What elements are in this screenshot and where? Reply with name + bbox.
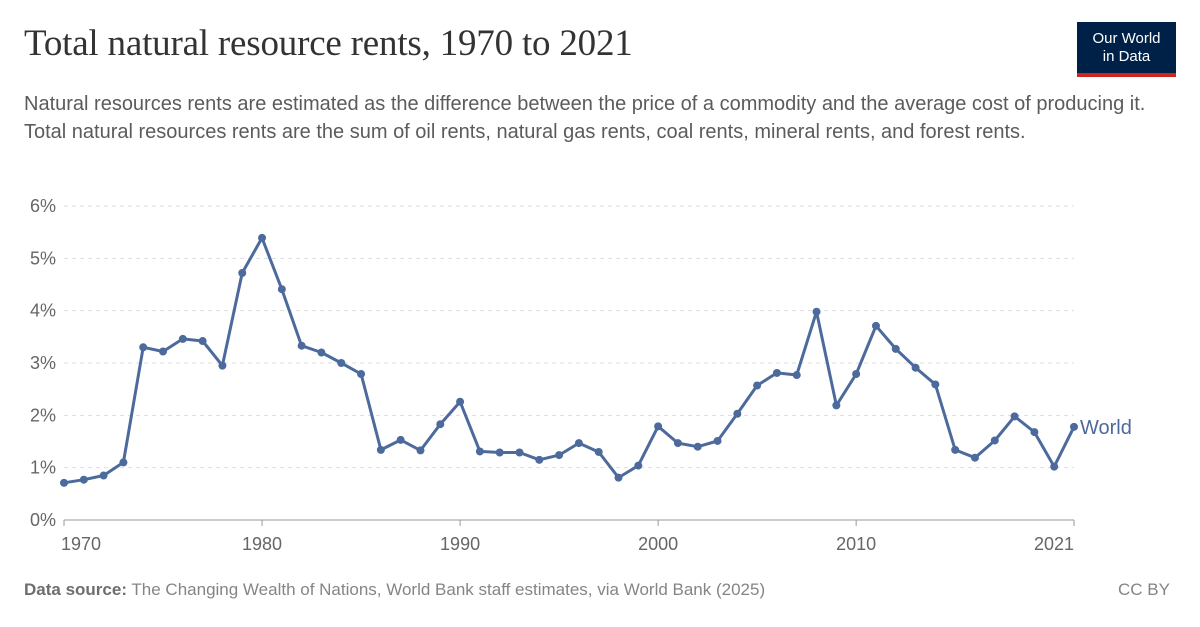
data-point xyxy=(79,475,88,484)
data-point xyxy=(871,321,880,330)
y-tick-label: 3% xyxy=(30,353,56,373)
x-tick-label: 1980 xyxy=(242,534,282,554)
data-point xyxy=(990,436,999,445)
data-point xyxy=(277,285,286,294)
data-point xyxy=(733,409,742,418)
y-tick-label: 4% xyxy=(30,301,56,321)
data-point xyxy=(634,461,643,470)
data-point xyxy=(515,448,524,457)
y-tick-label: 2% xyxy=(30,405,56,425)
data-point xyxy=(1030,428,1039,437)
data-point xyxy=(436,420,445,429)
data-point xyxy=(60,478,68,487)
data-point xyxy=(713,436,722,445)
data-point xyxy=(456,397,465,406)
data-point xyxy=(139,343,148,352)
data-point xyxy=(792,371,801,380)
data-point xyxy=(376,445,385,454)
data-point xyxy=(852,369,861,378)
data-point xyxy=(970,453,979,462)
data-point xyxy=(317,348,326,357)
data-point xyxy=(594,447,603,456)
y-tick-label: 5% xyxy=(30,248,56,268)
chart-subtitle: Natural resources rents are estimated as… xyxy=(24,93,1146,143)
data-source: Data source: The Changing Wealth of Nati… xyxy=(24,580,765,600)
x-tick-label: 2000 xyxy=(638,534,678,554)
data-point xyxy=(416,446,425,455)
data-source-label: Data source: xyxy=(24,580,127,599)
logo-line-2: in Data xyxy=(1102,47,1151,65)
data-point xyxy=(495,448,504,457)
x-tick-label: 1990 xyxy=(440,534,480,554)
data-point xyxy=(99,471,108,480)
data-point xyxy=(218,361,227,370)
logo-line-1: Our World xyxy=(1092,29,1161,47)
data-point xyxy=(297,341,306,350)
data-point xyxy=(475,447,484,456)
x-tick-label: 1970 xyxy=(61,534,101,554)
data-point xyxy=(951,445,960,454)
data-point xyxy=(693,442,702,451)
data-point xyxy=(931,380,940,389)
y-tick-label: 1% xyxy=(30,458,56,478)
data-point xyxy=(1070,422,1078,431)
owid-logo[interactable]: Our World in Data xyxy=(1077,22,1176,77)
data-point xyxy=(159,347,168,356)
data-point xyxy=(178,334,187,343)
series-line-world xyxy=(62,236,1076,485)
data-point xyxy=(753,381,762,390)
data-point xyxy=(337,359,346,367)
data-point xyxy=(911,363,920,372)
chart-title: Total natural resource rents, 1970 to 20… xyxy=(24,23,633,64)
data-point xyxy=(614,473,623,482)
data-source-text[interactable]: The Changing Wealth of Nations, World Ba… xyxy=(131,580,766,599)
data-point xyxy=(238,268,247,277)
x-tick-label: 2021 xyxy=(1034,534,1074,554)
data-point xyxy=(357,369,366,378)
y-tick-label: 6% xyxy=(30,196,56,216)
y-tick-label: 0% xyxy=(30,510,56,530)
data-point xyxy=(812,307,821,316)
data-point xyxy=(258,233,267,242)
data-point xyxy=(574,439,583,448)
data-point xyxy=(1050,462,1059,471)
data-point xyxy=(832,401,841,410)
data-point xyxy=(772,368,781,377)
license-label[interactable]: CC BY xyxy=(1118,580,1170,599)
data-point xyxy=(555,451,564,460)
data-point xyxy=(396,435,405,444)
data-point xyxy=(198,337,207,346)
x-tick-label: 2010 xyxy=(836,534,876,554)
data-point xyxy=(673,439,682,448)
data-point xyxy=(891,344,900,353)
data-point xyxy=(535,455,544,464)
data-point xyxy=(119,458,128,467)
data-point xyxy=(654,422,663,431)
data-point xyxy=(1010,412,1019,421)
series-label-world: World xyxy=(1080,417,1132,439)
